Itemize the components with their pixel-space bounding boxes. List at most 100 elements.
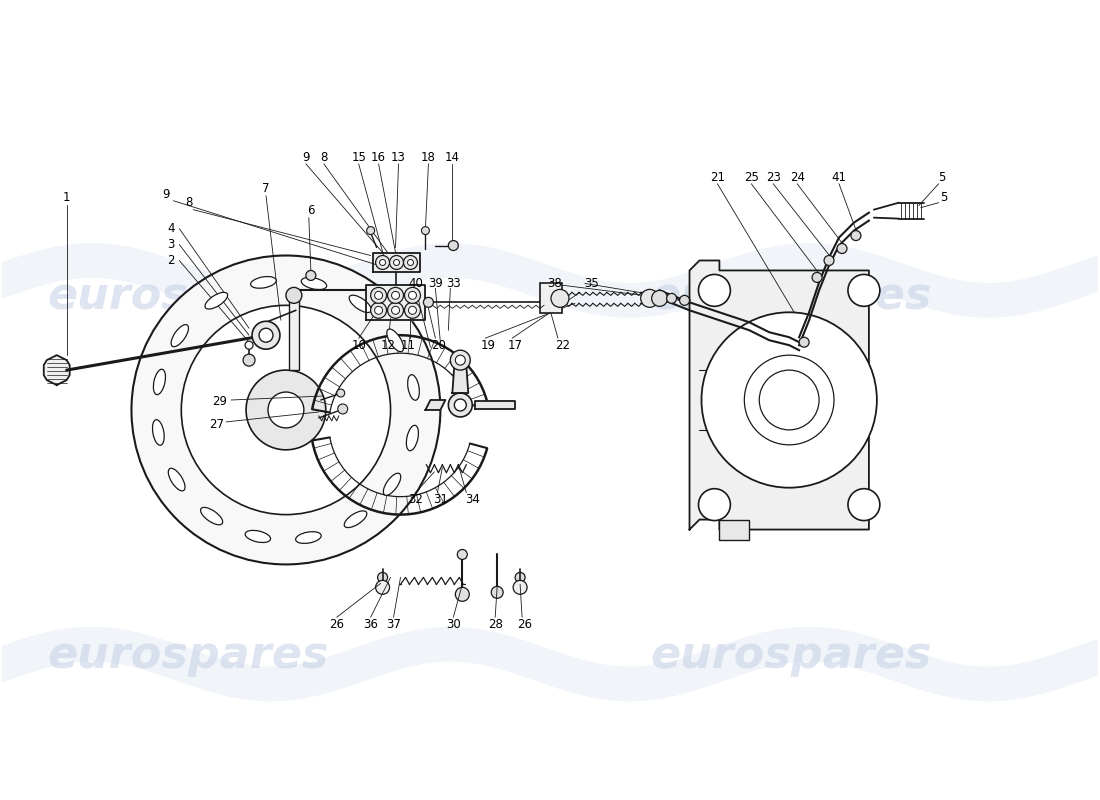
Text: 30: 30	[446, 618, 461, 630]
Text: eurospares: eurospares	[47, 275, 329, 318]
Text: 3: 3	[167, 238, 175, 251]
Text: 28: 28	[487, 618, 503, 630]
Circle shape	[454, 399, 466, 411]
Circle shape	[245, 342, 253, 349]
Circle shape	[408, 291, 417, 299]
Circle shape	[458, 550, 468, 559]
Ellipse shape	[344, 511, 366, 527]
Circle shape	[515, 572, 525, 582]
Circle shape	[851, 230, 861, 241]
Text: 11: 11	[402, 338, 416, 352]
Text: 26: 26	[518, 618, 532, 630]
Ellipse shape	[205, 292, 228, 309]
Circle shape	[848, 489, 880, 521]
Text: 4: 4	[167, 222, 175, 235]
Circle shape	[449, 393, 472, 417]
Ellipse shape	[384, 474, 400, 495]
Text: 1: 1	[63, 191, 70, 204]
Text: 5: 5	[938, 171, 945, 184]
Circle shape	[387, 302, 404, 318]
Circle shape	[848, 274, 880, 306]
Circle shape	[680, 295, 690, 306]
Text: 16: 16	[371, 151, 386, 164]
Text: 5: 5	[939, 191, 947, 204]
Circle shape	[389, 255, 404, 270]
Text: 36: 36	[363, 618, 378, 630]
Polygon shape	[426, 400, 446, 410]
Circle shape	[455, 355, 465, 365]
Circle shape	[651, 290, 668, 306]
Circle shape	[405, 302, 420, 318]
Ellipse shape	[245, 530, 271, 542]
Text: 22: 22	[556, 338, 571, 352]
Text: 20: 20	[431, 338, 446, 352]
Text: 26: 26	[329, 618, 344, 630]
Circle shape	[246, 370, 326, 450]
Text: 38: 38	[548, 277, 562, 290]
Circle shape	[371, 302, 386, 318]
Polygon shape	[44, 355, 69, 385]
Circle shape	[392, 291, 399, 299]
Polygon shape	[365, 286, 426, 320]
Circle shape	[182, 306, 390, 514]
Circle shape	[405, 287, 420, 303]
Circle shape	[837, 243, 847, 254]
Text: 31: 31	[433, 493, 448, 506]
Ellipse shape	[408, 374, 419, 400]
Ellipse shape	[251, 277, 276, 288]
Text: 18: 18	[421, 151, 436, 164]
Circle shape	[375, 306, 383, 314]
Ellipse shape	[296, 532, 321, 543]
Circle shape	[812, 273, 822, 282]
Circle shape	[702, 312, 877, 488]
Polygon shape	[690, 261, 869, 530]
Text: 23: 23	[766, 171, 781, 184]
Circle shape	[824, 255, 834, 266]
Circle shape	[379, 259, 386, 266]
Text: 29: 29	[211, 395, 227, 409]
Circle shape	[449, 241, 459, 250]
Text: 35: 35	[584, 277, 600, 290]
Text: 21: 21	[710, 171, 725, 184]
Text: 17: 17	[507, 338, 522, 352]
Ellipse shape	[168, 468, 185, 491]
Text: 13: 13	[392, 151, 406, 164]
Circle shape	[698, 489, 730, 521]
Text: 9: 9	[302, 151, 309, 164]
Text: eurospares: eurospares	[650, 275, 932, 318]
Circle shape	[258, 328, 273, 342]
Circle shape	[513, 580, 527, 594]
Ellipse shape	[406, 426, 418, 450]
Text: eurospares: eurospares	[650, 634, 932, 677]
Circle shape	[338, 404, 348, 414]
Circle shape	[375, 255, 389, 270]
Circle shape	[640, 290, 659, 307]
Ellipse shape	[301, 278, 327, 290]
Text: 19: 19	[481, 338, 496, 352]
Circle shape	[667, 294, 676, 303]
Circle shape	[492, 586, 503, 598]
Circle shape	[132, 255, 440, 565]
Circle shape	[366, 226, 375, 234]
Circle shape	[455, 587, 470, 602]
Circle shape	[394, 259, 399, 266]
Text: 14: 14	[444, 151, 460, 164]
Text: 39: 39	[428, 277, 443, 290]
Ellipse shape	[153, 420, 164, 446]
Text: 6: 6	[307, 204, 315, 217]
Circle shape	[268, 392, 304, 428]
Text: 2: 2	[167, 254, 175, 267]
Circle shape	[392, 306, 399, 314]
Text: 25: 25	[744, 171, 759, 184]
Circle shape	[286, 287, 301, 303]
Text: 32: 32	[408, 493, 422, 506]
Bar	[719, 519, 749, 539]
Circle shape	[421, 226, 429, 234]
Text: 12: 12	[381, 338, 396, 352]
Text: 34: 34	[465, 493, 480, 506]
Circle shape	[371, 287, 386, 303]
Text: 7: 7	[262, 182, 270, 195]
Circle shape	[698, 274, 730, 306]
Ellipse shape	[387, 329, 404, 352]
Circle shape	[424, 298, 433, 307]
